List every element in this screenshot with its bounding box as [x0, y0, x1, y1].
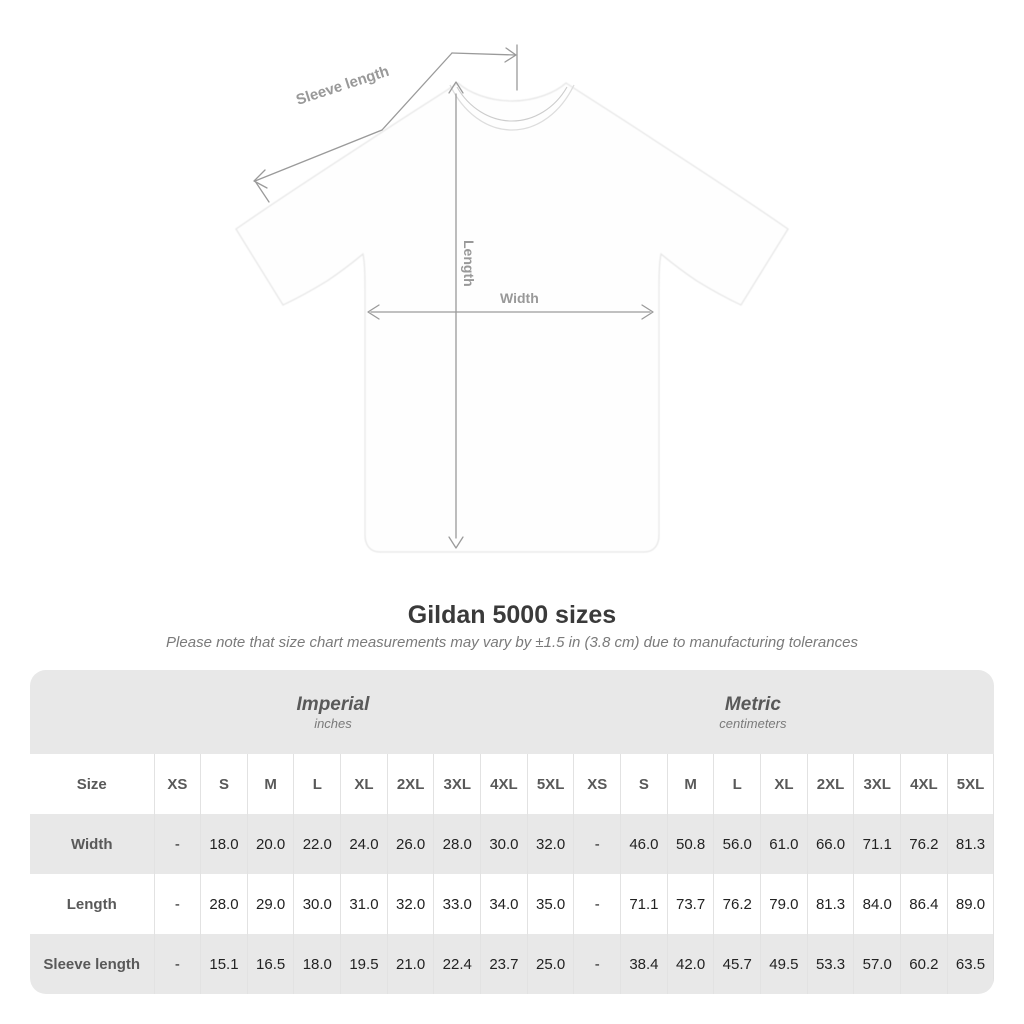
- svg-text:Length: Length: [461, 240, 477, 287]
- svg-text:Width: Width: [500, 290, 539, 306]
- svg-text:Sleeve length: Sleeve length: [294, 63, 391, 109]
